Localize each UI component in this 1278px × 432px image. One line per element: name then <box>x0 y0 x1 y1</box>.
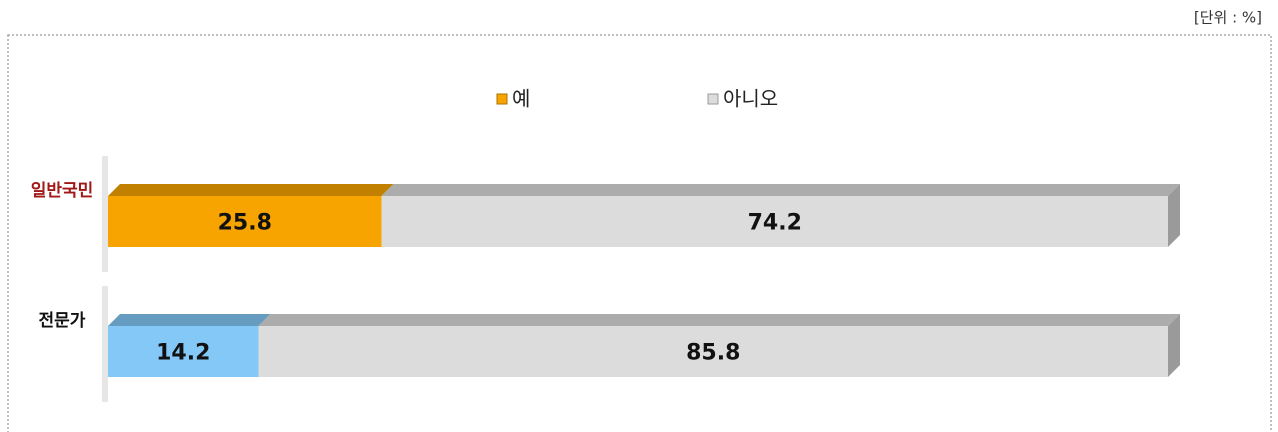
bar-top <box>258 314 1180 326</box>
legend-label: 아니오 <box>723 87 778 111</box>
category-label: 일반국민 <box>31 181 94 201</box>
frame <box>7 34 1272 432</box>
bar <box>108 196 382 247</box>
bar-shadow <box>102 156 108 272</box>
bar-side <box>1168 184 1180 247</box>
bar-top <box>108 184 394 196</box>
bar-top <box>108 314 271 326</box>
bar <box>108 326 259 377</box>
bar <box>258 326 1168 377</box>
value-label: 25.8 <box>218 211 272 236</box>
value-label: 14.2 <box>156 341 210 366</box>
bar-top <box>381 184 1181 196</box>
legend-label: 예 <box>512 87 530 111</box>
unit-label: [단위 : %] <box>1194 9 1262 27</box>
bar <box>381 196 1169 247</box>
legend-swatch <box>707 93 719 105</box>
value-label: 85.8 <box>686 341 740 366</box>
legend-swatch <box>496 93 508 105</box>
bar-shadow <box>102 286 108 402</box>
bar-side <box>1168 314 1180 377</box>
category-label: 전문가 <box>39 311 86 331</box>
value-label: 74.2 <box>748 211 802 236</box>
